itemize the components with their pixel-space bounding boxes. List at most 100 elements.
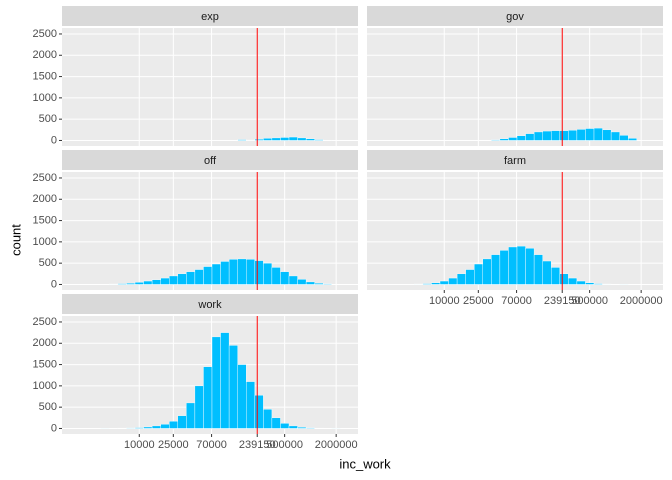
bar <box>516 245 526 285</box>
bar <box>246 381 255 429</box>
bar <box>474 263 483 285</box>
bar <box>280 423 290 429</box>
x-tick-label: 239150 <box>239 439 276 451</box>
bar <box>254 260 264 285</box>
bar <box>568 277 578 285</box>
bar <box>499 250 509 285</box>
y-tick-label: 0 <box>51 422 57 434</box>
bar <box>465 269 475 285</box>
bar <box>431 282 441 285</box>
bar <box>542 130 552 141</box>
bar <box>271 137 281 141</box>
bar <box>323 283 332 285</box>
x-tick-label: 70000 <box>501 295 532 307</box>
strip <box>62 294 358 314</box>
strip <box>62 150 358 170</box>
bar <box>542 260 552 285</box>
bar <box>126 282 136 285</box>
y-tick-label: 500 <box>39 257 57 269</box>
bar <box>203 266 213 285</box>
x-tick-label: 10000 <box>429 295 460 307</box>
bar <box>151 279 161 285</box>
x-tick-label: 25000 <box>158 439 189 451</box>
bar <box>576 129 586 141</box>
bar <box>593 283 603 285</box>
bar <box>228 259 238 285</box>
bar <box>619 135 629 141</box>
bar <box>280 137 290 141</box>
y-tick-label: 0 <box>51 278 57 290</box>
bar <box>448 277 458 285</box>
bar <box>499 138 509 141</box>
bar <box>297 426 307 429</box>
y-tick-label: 2000 <box>33 337 57 349</box>
panel <box>367 28 663 146</box>
y-tick-label: 2500 <box>33 28 57 40</box>
bar <box>160 424 170 429</box>
bar <box>194 269 204 285</box>
bar <box>211 336 221 429</box>
bar <box>263 262 273 285</box>
bar <box>628 138 637 141</box>
bar <box>508 137 518 141</box>
bar <box>203 366 213 429</box>
bar <box>482 258 492 285</box>
bar <box>177 273 187 285</box>
bar <box>220 261 230 285</box>
strip-label: farm <box>504 155 526 167</box>
bar <box>288 275 298 285</box>
bar <box>314 282 324 285</box>
y-tick-label: 2500 <box>33 316 57 328</box>
bar <box>305 138 315 141</box>
y-tick-label: 0 <box>51 134 57 146</box>
y-tick-label: 500 <box>39 401 57 413</box>
bar <box>194 385 204 429</box>
strip-label: exp <box>201 11 219 23</box>
bar <box>314 139 324 141</box>
bar <box>254 138 264 141</box>
bar <box>263 409 273 429</box>
x-tick-label: 70000 <box>196 439 227 451</box>
bar <box>237 258 247 285</box>
bar <box>220 332 230 429</box>
bar <box>280 271 290 285</box>
bar <box>228 345 238 429</box>
bar <box>134 427 144 429</box>
strip-label: gov <box>506 11 524 23</box>
bar <box>525 133 535 141</box>
bar <box>186 271 196 285</box>
bar <box>568 130 578 141</box>
bar <box>576 280 586 285</box>
y-tick-label: 2000 <box>33 193 57 205</box>
bar <box>288 136 298 141</box>
strip <box>62 6 358 26</box>
bar <box>559 130 569 141</box>
bar <box>585 128 595 141</box>
bar <box>422 283 432 285</box>
bar <box>491 139 501 141</box>
strip-label: work <box>197 299 222 311</box>
bar <box>117 283 127 285</box>
bar <box>246 259 255 285</box>
bar <box>305 427 315 429</box>
x-tick-label: 10000 <box>124 439 155 451</box>
bar <box>297 137 307 141</box>
bar <box>551 267 560 285</box>
bar <box>254 395 264 429</box>
bar <box>508 246 518 285</box>
bar <box>177 415 187 429</box>
bar <box>151 425 161 429</box>
bar <box>160 277 170 285</box>
x-tick-label: 239150 <box>544 295 581 307</box>
bar <box>585 282 595 285</box>
bar <box>237 364 247 429</box>
y-tick-label: 1500 <box>33 70 57 82</box>
y-tick-label: 1500 <box>33 214 57 226</box>
x-tick-label: 500000 <box>266 439 303 451</box>
bar <box>126 427 136 429</box>
bar <box>533 254 543 285</box>
y-tick-label: 500 <box>39 113 57 125</box>
bar <box>237 139 247 141</box>
y-tick-label: 1000 <box>33 92 57 104</box>
